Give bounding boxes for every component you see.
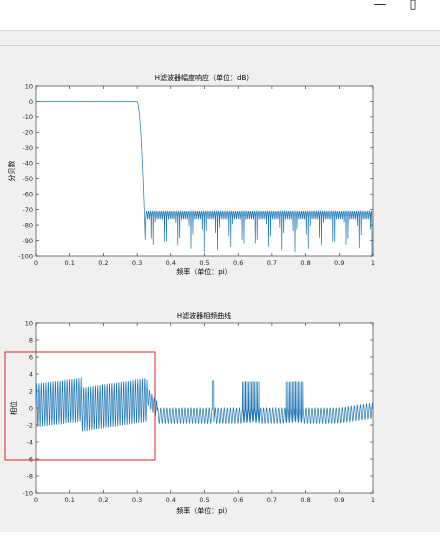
y-tick-label: -10 xyxy=(22,113,33,121)
window-title-bar: — ▯ xyxy=(0,0,440,31)
y-tick-label: -100 xyxy=(18,252,33,260)
y-tick-label: -80 xyxy=(22,221,33,229)
y-tick-label: -2 xyxy=(27,421,33,429)
maximize-button[interactable]: ▯ xyxy=(409,0,417,12)
x-tick-label: 0.2 xyxy=(98,259,108,267)
phase-x-ticks: 0 0.1 0.2 0.3 0.4 0.5 0.6 0.7 0.8 0.9 1 xyxy=(34,323,375,504)
highlight-annotation-box xyxy=(4,351,156,461)
x-tick-label: 0.7 xyxy=(267,259,277,267)
y-tick-label: -70 xyxy=(22,206,33,214)
y-tick-label: -10 xyxy=(22,489,33,497)
x-tick-label: 0.7 xyxy=(267,496,277,504)
figure-toolbar-strip xyxy=(0,31,440,46)
x-tick-label: 0.6 xyxy=(233,259,243,267)
figure-canvas: H滤波器幅度响应（单位：dB） 频率（单位：pi） 分贝数 0 0.1 0.2 0.3… xyxy=(0,46,440,532)
x-tick-label: 0.1 xyxy=(65,259,75,267)
x-tick-label: 0.3 xyxy=(132,259,142,267)
y-tick-label: -4 xyxy=(27,438,33,446)
magnitude-series-line xyxy=(35,100,373,257)
x-tick-label: 1 xyxy=(371,259,375,267)
y-tick-label: -50 xyxy=(22,175,33,183)
y-tick-label: -90 xyxy=(22,237,33,245)
phase-title: H滤波器相频曲线 xyxy=(177,311,231,320)
x-tick-label: 0.9 xyxy=(334,496,344,504)
minimize-button[interactable]: — xyxy=(373,0,387,12)
x-tick-label: 0 xyxy=(34,259,38,267)
magnitude-axes: H滤波器幅度响应（单位：dB） 频率（单位：pi） 分贝数 0 0.1 0.2 0.3… xyxy=(7,73,375,276)
y-tick-label: 8 xyxy=(29,336,33,344)
x-tick-label: 0.1 xyxy=(65,496,75,504)
x-tick-label: 1 xyxy=(371,496,375,504)
x-tick-label: 0.4 xyxy=(166,496,176,504)
x-tick-label: 0.5 xyxy=(199,259,209,267)
x-tick-label: 0.6 xyxy=(233,496,243,504)
x-tick-label: 0.9 xyxy=(334,259,344,267)
magnitude-y-ticks: 10 0 -10 -20 -30 -40 -50 -60 -70 -80 -90 -100 xyxy=(18,82,373,260)
y-tick-label: 0 xyxy=(29,404,33,412)
y-tick-label: -20 xyxy=(22,129,33,137)
y-tick-label: 10 xyxy=(25,82,33,90)
y-tick-label: 2 xyxy=(29,387,33,395)
y-tick-label: 6 xyxy=(29,353,33,361)
magnitude-xlabel: 频率（单位：pi） xyxy=(176,267,231,276)
magnitude-x-ticks: 0 0.1 0.2 0.3 0.4 0.5 0.6 0.7 0.8 0.9 1 xyxy=(34,86,375,267)
x-tick-label: 0.8 xyxy=(300,496,310,504)
phase-axes: H滤波器相频曲线 频率（单位：pi） 相位 0 0.1 0.2 0.3 0.4 0.5 0.… xyxy=(9,311,375,515)
y-tick-label: -6 xyxy=(27,455,33,463)
bottom-strip xyxy=(0,532,440,545)
phase-ylabel: 相位 xyxy=(9,401,18,415)
y-tick-label: -30 xyxy=(22,144,33,152)
magnitude-ylabel: 分贝数 xyxy=(7,161,16,182)
x-tick-label: 0.4 xyxy=(166,259,176,267)
phase-y-ticks: 10 8 6 4 2 0 -2 -4 -6 -8 -10 xyxy=(22,319,373,497)
x-tick-label: 0.2 xyxy=(98,496,108,504)
phase-xlabel: 频率（单位：pi） xyxy=(176,506,231,515)
y-tick-label: 10 xyxy=(25,319,33,327)
phase-series-line xyxy=(35,377,374,432)
x-tick-label: 0.8 xyxy=(300,259,310,267)
y-tick-label: 0 xyxy=(29,98,33,106)
figure-svg: H滤波器幅度响应（单位：dB） 频率（单位：pi） 分贝数 0 0.1 0.2 0.3… xyxy=(4,73,375,515)
x-tick-label: 0 xyxy=(34,496,38,504)
y-tick-label: 4 xyxy=(29,370,33,378)
y-tick-label: -8 xyxy=(27,472,33,480)
y-tick-label: -60 xyxy=(22,190,33,198)
x-tick-label: 0.5 xyxy=(199,496,209,504)
x-tick-label: 0.3 xyxy=(132,496,142,504)
magnitude-title: H滤波器幅度响应（单位：dB） xyxy=(155,73,254,82)
y-tick-label: -40 xyxy=(22,160,33,168)
